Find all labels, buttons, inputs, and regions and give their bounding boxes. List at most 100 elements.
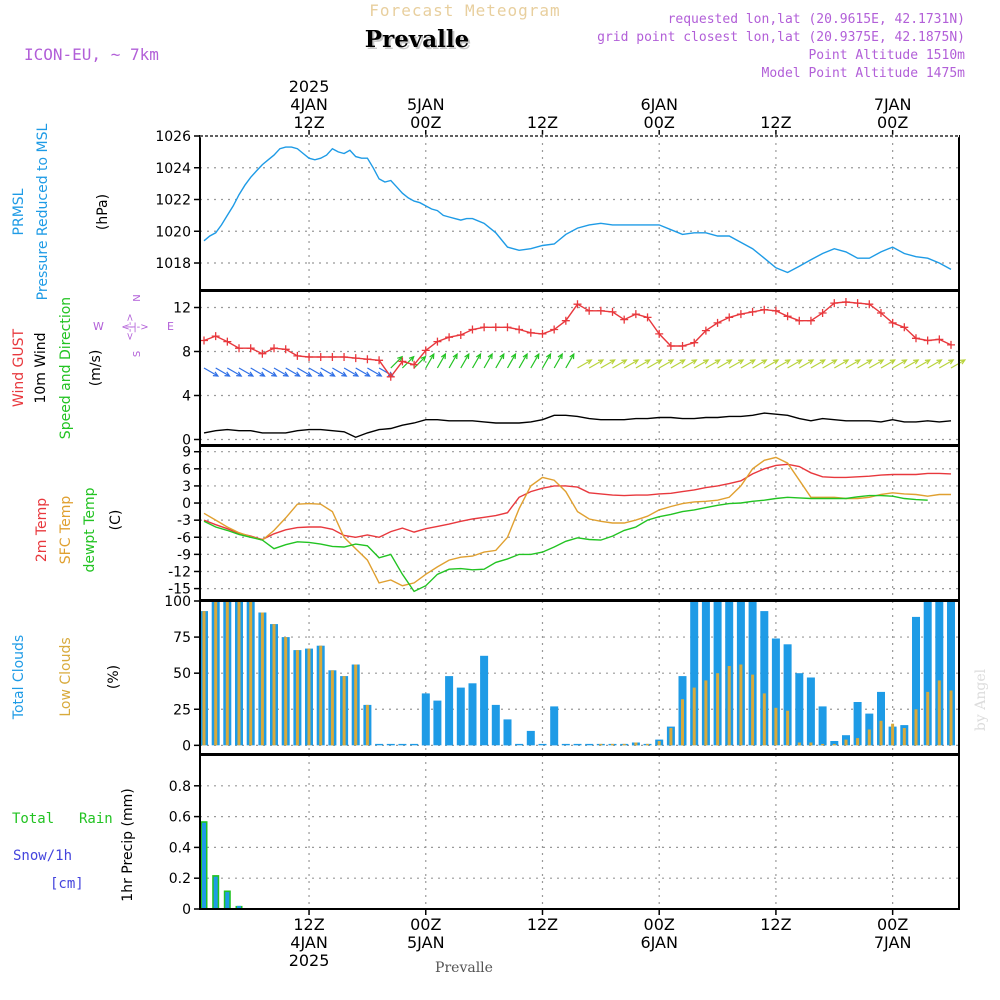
wind-arrow: [693, 359, 710, 369]
wind-arrow: [215, 367, 231, 377]
wind-arrow-head: [475, 352, 482, 360]
wind-arrow-head: [510, 352, 517, 360]
wind-arrow-head: [545, 352, 552, 360]
wind-arrow: [355, 367, 371, 377]
low-cloud-bar: [821, 743, 825, 746]
wind-gust-marker: [386, 372, 395, 381]
low-cloud-bar: [739, 664, 743, 746]
wind-gust-marker: [235, 344, 244, 353]
wind-arrow-shaft: [670, 359, 686, 369]
total-cloud-bar: [515, 743, 524, 746]
wind-arrow: [495, 352, 505, 369]
wind-arrow: [297, 367, 313, 377]
wind-gust-marker: [351, 354, 360, 363]
time-label-top-hour: 00Z: [410, 113, 441, 132]
wind-gust-marker: [445, 333, 454, 342]
wind-arrow-shaft: [308, 367, 324, 377]
wind-arrow-shaft: [297, 367, 312, 377]
wind-arrow: [787, 359, 803, 369]
time-label-bottom-hour: 00Z: [410, 915, 441, 934]
wind-arrow-head: [557, 352, 563, 360]
wind-gust-marker: [725, 313, 734, 322]
wind-arrow: [904, 359, 920, 369]
wind-ytick-label: 8: [182, 345, 191, 361]
wind-arrow: [320, 367, 336, 377]
wind-arrow: [506, 352, 517, 369]
wind-gust-marker: [515, 325, 524, 334]
wind-arrow-shaft: [810, 359, 826, 369]
total-cloud-bar: [923, 601, 932, 746]
wind-gust-marker: [783, 312, 792, 321]
wind-arrow: [273, 367, 290, 377]
wind-arrow-shaft: [553, 353, 563, 369]
wind-gust-marker: [573, 300, 582, 309]
wind-arrow-shaft: [915, 359, 931, 369]
pressure-ytick-label: 1018: [155, 256, 191, 272]
low-cloud-bar: [774, 707, 778, 746]
compass-rose: N W E S <-|-> <-|->: [93, 294, 174, 357]
wind-arrow: [227, 367, 243, 377]
wind-arrow-head: [306, 371, 313, 377]
celsius-label: (C): [108, 510, 124, 531]
wind-arrow-shaft: [822, 359, 837, 369]
wind-arrow: [670, 359, 686, 369]
total-cloud-bar: [421, 693, 430, 746]
wind-gust-marker: [375, 356, 384, 365]
wind-arrow: [728, 359, 745, 369]
wind-arrow-shaft: [763, 359, 779, 369]
wind-arrow-head: [633, 359, 640, 365]
wind-arrow: [588, 359, 605, 369]
wind-arrow-head: [889, 359, 897, 365]
clouds-panel: 0 25 50 75 100: [164, 594, 959, 754]
total-cloud-bar: [550, 706, 559, 746]
wind-arrow-head: [212, 371, 220, 377]
wind-arrow-shaft: [682, 359, 697, 369]
wind-arrow-shaft: [588, 359, 604, 369]
wind-arrow-shaft: [623, 359, 639, 369]
temp-ytick-label: 9: [182, 445, 191, 461]
wind-arrow: [577, 359, 593, 369]
wind-arrow-head: [679, 359, 686, 365]
wind-gust-marker: [480, 323, 489, 332]
wind-gust-marker: [305, 353, 314, 361]
wind-arrow: [833, 359, 850, 369]
compass-s: S: [132, 351, 143, 357]
ms-label: (m/s): [88, 350, 104, 387]
pressure-panel-labels: PRMSL Pressure Reduced to MSL (hPa): [11, 123, 111, 300]
wind-arrow-head: [522, 352, 528, 360]
wind-arrow-head: [341, 371, 348, 377]
total-cloud-bar: [503, 719, 512, 746]
wind-arrow-head: [329, 371, 336, 377]
wind-arrow-head: [831, 359, 838, 365]
wind-arrow: [822, 359, 838, 369]
pressure-ytick-label: 1024: [155, 161, 191, 177]
wind-gust-marker: [410, 360, 419, 369]
wind-arrow-head: [866, 359, 873, 365]
rain-label: Rain: [79, 811, 113, 827]
wind-gust-marker: [935, 335, 944, 344]
precip-snow-bar: [225, 892, 230, 909]
time-label-top-year: 2025: [289, 77, 330, 96]
wind-arrow: [927, 359, 943, 369]
wind-arrow-head: [738, 359, 745, 365]
wind-speed-line: [203, 412, 952, 439]
wind-arrow: [518, 352, 528, 369]
wind-arrow-head: [487, 352, 493, 360]
wind-speed-dir-label: Speed and Direction: [58, 297, 74, 439]
wind-arrow-head: [452, 352, 458, 360]
clouds-ytick-label: 25: [173, 702, 191, 718]
temp-ytick-label: -15: [168, 582, 191, 598]
wind-arrow-shaft: [600, 359, 615, 369]
t2m-label: 2m Temp: [34, 498, 50, 562]
time-label-top-day: 6JAN: [640, 95, 678, 114]
wind-arrow-shaft: [658, 359, 674, 369]
total-cloud-bar: [526, 730, 535, 746]
total-cloud-bar: [830, 741, 839, 746]
wind-arrow-head: [621, 359, 628, 365]
wind-gust-marker: [596, 306, 605, 315]
temp-ytick-label: -12: [168, 564, 191, 580]
time-label-bottom-day: 4JAN: [290, 933, 328, 952]
wind-arrow-shaft: [798, 359, 814, 369]
temp-ytick-label: 3: [182, 479, 191, 495]
wind-arrow: [869, 359, 885, 369]
